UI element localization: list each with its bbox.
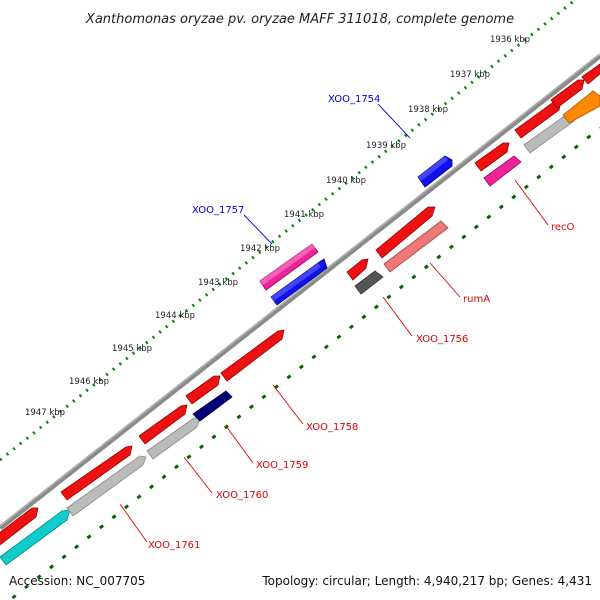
tick-label: 1940 kbp bbox=[326, 176, 366, 186]
tick-label: 1939 kbp bbox=[366, 141, 406, 151]
gene-label[interactable]: XOO_1754 bbox=[328, 94, 380, 105]
map-title: Xanthomonas oryzae pv. oryzae MAFF 31101… bbox=[85, 12, 514, 27]
tick-label: 1947 kbp bbox=[25, 408, 65, 418]
gene-row-minus-a[interactable] bbox=[0, 63, 600, 548]
gene-label[interactable]: XOO_1761 bbox=[148, 540, 200, 551]
tick-label: 1941 kbp bbox=[284, 210, 324, 220]
gene-callouts bbox=[119, 103, 549, 543]
gene-label[interactable]: XOO_1758 bbox=[306, 422, 358, 433]
tick-label: 1936 kbp bbox=[490, 35, 530, 45]
tick-label: 1943 kbp bbox=[198, 278, 238, 288]
gene-row-minus-b[interactable] bbox=[0, 90, 600, 566]
outer-tick-line bbox=[0, 0, 578, 462]
inner-tick-line bbox=[7, 126, 600, 600]
accession-label: Accession: NC_007705 bbox=[9, 574, 146, 588]
tick-label: 1945 kbp bbox=[112, 344, 152, 354]
gene-labels: XOO_1754 XOO_1757 recO rumA XOO_1756 XOO_1758… bbox=[148, 94, 575, 551]
tick-label: 1938 kbp bbox=[408, 105, 448, 115]
genome-backbone bbox=[0, 54, 600, 530]
gene-label[interactable]: XOO_1756 bbox=[416, 334, 468, 345]
genome-summary: Topology: circular; Length: 4,940,217 bp… bbox=[262, 574, 592, 588]
gene-label[interactable]: XOO_1759 bbox=[256, 460, 308, 471]
gene-xoo-1757[interactable] bbox=[259, 243, 319, 291]
tick-label: 1946 kbp bbox=[69, 377, 109, 387]
gene-xoo-1754[interactable] bbox=[417, 155, 453, 188]
tick-label: 1942 kbp bbox=[240, 244, 280, 254]
tick-labels: 1936 kbp 1937 kbp 1938 kbp 1939 kbp 1940 kbp… bbox=[25, 35, 530, 418]
tick-label: 1944 kbp bbox=[155, 311, 195, 321]
gene-label[interactable]: rumA bbox=[463, 294, 490, 305]
gene-label[interactable]: XOO_1757 bbox=[192, 205, 244, 216]
gene-xoo-1757-b[interactable] bbox=[270, 258, 328, 306]
gene-label[interactable]: XOO_1760 bbox=[216, 490, 268, 501]
gene-label[interactable]: recO bbox=[551, 222, 575, 233]
tick-label: 1937 kbp bbox=[450, 70, 490, 80]
